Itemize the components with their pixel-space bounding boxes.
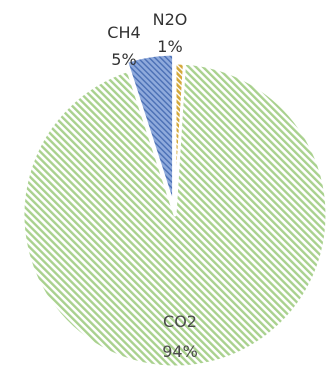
slice-label-n2o-percent: 1% <box>157 37 182 56</box>
slice-label-ch4-percent: 5% <box>111 50 136 69</box>
pie-slice-ch4 <box>125 52 176 208</box>
pie-slices <box>21 52 328 369</box>
slice-label-co2-name: CO2 <box>163 312 197 331</box>
slice-label-n2o-name: N2O <box>153 10 188 29</box>
slice-label-co2-percent: 94% <box>162 342 198 361</box>
slice-label-ch4-name: CH4 <box>107 23 140 42</box>
pie-slice-co2 <box>21 61 328 369</box>
